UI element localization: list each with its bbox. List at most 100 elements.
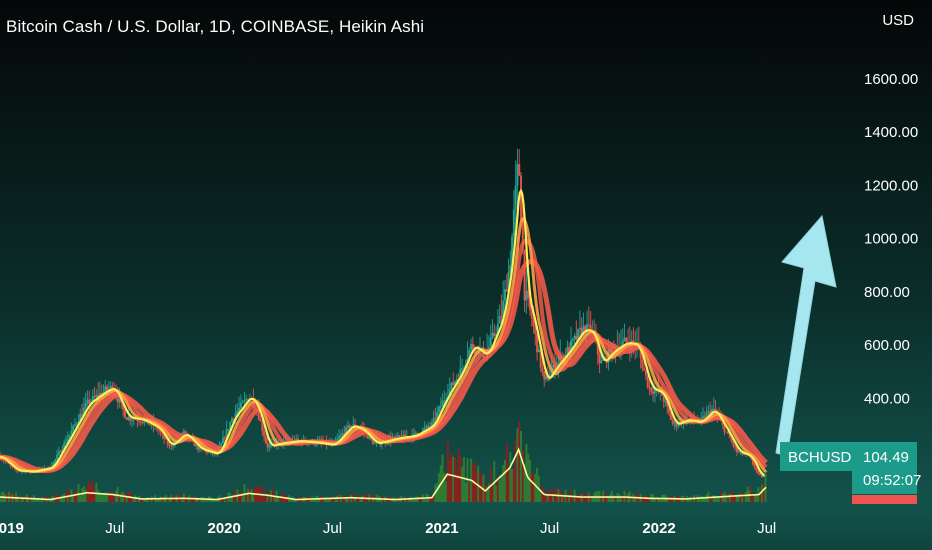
- candle-body: [125, 417, 128, 420]
- volume-bar: [512, 467, 515, 502]
- candle-body: [366, 433, 369, 439]
- candle-body: [459, 368, 462, 380]
- candle-body: [261, 421, 264, 431]
- volume-bar: [511, 468, 514, 502]
- volume-bar: [459, 456, 462, 502]
- candle-body: [760, 474, 763, 477]
- volume-bar: [571, 496, 574, 502]
- candle-body: [266, 442, 269, 448]
- candle-body: [751, 459, 754, 465]
- volume-bar: [482, 474, 485, 502]
- volume-bar: [464, 482, 467, 502]
- volume-bar: [355, 498, 358, 502]
- volume-bar: [759, 493, 762, 502]
- candle-body: [518, 164, 521, 176]
- candle-body: [91, 396, 94, 402]
- candle-body: [122, 402, 125, 410]
- volume-bar: [477, 465, 480, 502]
- bottom-band: [0, 505, 932, 550]
- candle-body: [452, 382, 455, 386]
- candle-body: [575, 335, 578, 340]
- candle-body: [677, 424, 680, 427]
- volume-bar: [354, 498, 357, 502]
- candle-body: [600, 360, 603, 363]
- volume-bar: [91, 481, 94, 502]
- volume-bar: [106, 493, 109, 502]
- candle-body: [468, 350, 471, 359]
- candle-body: [650, 387, 653, 392]
- candle-body: [97, 394, 100, 398]
- candle-body: [346, 425, 349, 428]
- candle-body: [341, 433, 344, 436]
- volume-bar: [743, 492, 746, 502]
- candle-body: [425, 426, 428, 429]
- candle-body: [230, 418, 233, 423]
- volume-bar: [186, 496, 189, 502]
- volume-bar: [493, 460, 496, 502]
- volume-bar: [694, 498, 697, 502]
- volume-bar: [100, 494, 103, 502]
- volume-bar: [323, 498, 326, 502]
- volume-bar: [114, 490, 117, 502]
- candle-body: [734, 445, 737, 448]
- candle-body: [170, 445, 173, 447]
- candle-body: [443, 400, 446, 402]
- volume-bar: [107, 495, 110, 502]
- volume-bar: [407, 498, 410, 502]
- candle-body: [198, 447, 201, 450]
- volume-average-line: [0, 447, 767, 501]
- candle-body: [644, 370, 647, 376]
- x-tick-label: 2019: [0, 520, 24, 537]
- candle-body: [671, 419, 674, 424]
- candle-body: [727, 431, 730, 434]
- volume-bar: [329, 499, 332, 502]
- badge-symbol: BCHUSD: [788, 449, 852, 466]
- y-tick-label: 1200.00: [864, 177, 918, 194]
- candle-body: [168, 444, 171, 446]
- volume-bar: [491, 486, 494, 502]
- candle-body: [505, 289, 508, 292]
- volume-bar: [295, 499, 298, 502]
- volume-bar: [566, 496, 569, 502]
- volume-bar: [739, 493, 742, 502]
- volume-bar: [84, 490, 87, 502]
- volume-bar: [423, 498, 426, 502]
- volume-bar: [371, 497, 374, 502]
- time-axis[interactable]: 2019 Jul 2020 Jul 2021 Jul 2022 Jul: [0, 520, 776, 537]
- price-badge[interactable]: BCHUSD 104.49 09:52:07: [780, 442, 921, 504]
- volume-bar: [514, 438, 517, 502]
- volume-bar: [746, 486, 749, 502]
- candle-body: [172, 445, 175, 447]
- volume-bar: [751, 494, 754, 502]
- candle-body: [496, 323, 499, 335]
- volume-bar: [600, 496, 603, 502]
- volume-bar: [81, 488, 84, 502]
- candle-body: [755, 468, 758, 471]
- volume-bar: [618, 494, 621, 502]
- volume-bar: [332, 498, 335, 502]
- candle-body: [668, 406, 671, 413]
- volume-bar: [536, 467, 539, 502]
- candle-body: [15, 468, 18, 471]
- candle-body: [6, 461, 9, 463]
- volume-bar: [36, 497, 39, 502]
- candle-body: [338, 436, 341, 439]
- volume-bar: [718, 497, 721, 502]
- candle-body: [279, 441, 282, 443]
- volume-bar: [261, 495, 264, 502]
- volume-bar: [516, 428, 519, 502]
- volume-bar: [98, 492, 101, 502]
- candle-body: [296, 438, 299, 441]
- volume-bar: [293, 498, 296, 502]
- volume-bar: [157, 498, 160, 502]
- candle-body: [9, 464, 12, 466]
- candle-body: [159, 430, 162, 433]
- volume-bar: [530, 472, 533, 502]
- candle-body: [532, 318, 535, 327]
- candle-body: [163, 433, 166, 439]
- candle-body: [564, 355, 567, 357]
- candle-body: [757, 470, 760, 474]
- candle-body: [273, 442, 276, 444]
